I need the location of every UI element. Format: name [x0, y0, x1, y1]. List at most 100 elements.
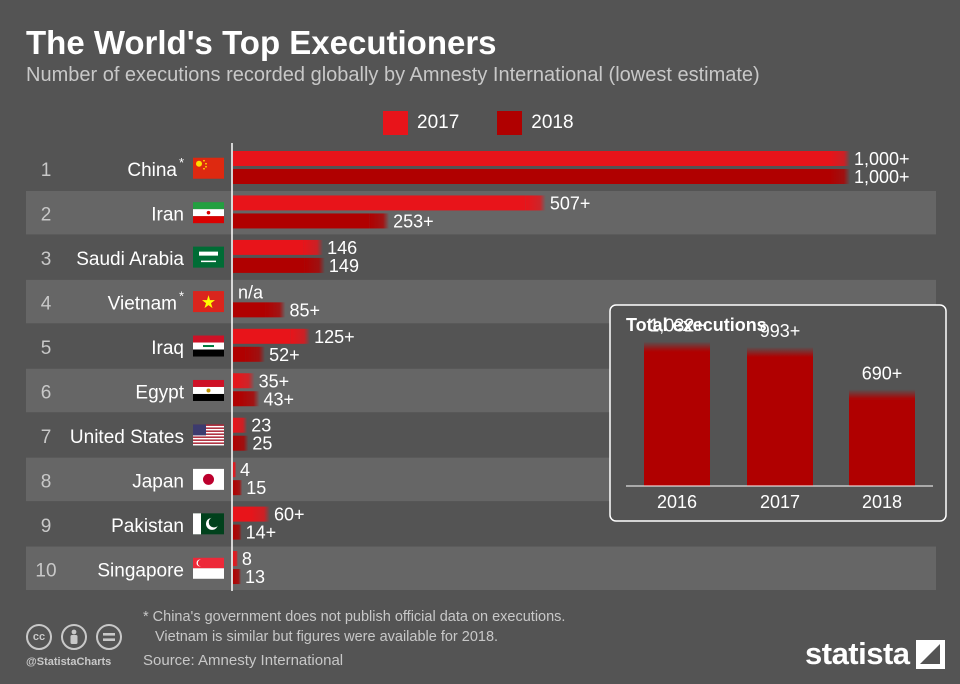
- bar-2017-tip: [830, 151, 850, 166]
- total-year-label: 2018: [862, 492, 902, 512]
- total-bar-top: [747, 346, 813, 357]
- bar-2017: [233, 373, 235, 389]
- china-flag-icon: [193, 157, 224, 179]
- brand-name: statista: [805, 636, 910, 671]
- value-label-2017: 8: [242, 549, 252, 569]
- value-label-2018: 15: [246, 478, 266, 498]
- value-label-2017: 23: [251, 416, 271, 436]
- bar-2018: [233, 302, 266, 318]
- bar-2018: [233, 257, 305, 273]
- country-label: Iraq: [151, 338, 184, 359]
- rank-label: 8: [41, 471, 52, 492]
- bar-2017-tip: [234, 373, 255, 389]
- value-label-2017: 146: [327, 238, 357, 258]
- value-label-2017: n/a: [238, 282, 264, 302]
- country-label: Saudi Arabia: [76, 249, 184, 270]
- saudi-arabia-flag-icon: [193, 246, 224, 268]
- page-subtitle: Number of executions recorded globally b…: [26, 64, 760, 86]
- bar-2018: [233, 169, 830, 184]
- bar-2018: [233, 213, 370, 229]
- total-year-label: 2016: [657, 492, 697, 512]
- bar-2018-tip: [245, 346, 266, 362]
- bar-2018-tip: [233, 569, 242, 585]
- bar-2017: [233, 151, 830, 166]
- bar-2017-tip: [525, 195, 546, 211]
- footnote-line-1: * China's government does not publish of…: [143, 609, 566, 625]
- total-bar: [849, 399, 915, 486]
- bar-2017-tip: [303, 239, 324, 255]
- bar-2018: [233, 391, 240, 407]
- rank-label: 9: [41, 516, 52, 537]
- bar-2018-tip: [233, 524, 242, 540]
- value-label-2018: 14+: [246, 523, 277, 543]
- singapore-flag-icon: [193, 557, 224, 579]
- bar-2017: [233, 328, 291, 344]
- statista-logo: statista: [805, 636, 945, 672]
- total-bar: [644, 351, 710, 486]
- cc-icon: cc: [26, 624, 52, 650]
- country-label: China: [127, 160, 177, 181]
- rank-label: 5: [41, 338, 52, 359]
- bar-2017-tip: [233, 417, 248, 433]
- bar-2017: [233, 195, 526, 211]
- legend-label-2017: 2017: [417, 112, 460, 133]
- license-icons: cc: [26, 624, 122, 650]
- rank-label: 6: [41, 382, 52, 403]
- bar-2018: [233, 346, 246, 362]
- bar-2017-tip: [290, 328, 311, 344]
- bar-2017-tip: [250, 506, 271, 522]
- bar-2018-tip: [233, 480, 243, 496]
- rank-label: 1: [41, 160, 52, 181]
- value-label-2017: 125+: [314, 327, 355, 347]
- bar-2017: [233, 506, 251, 522]
- total-value-label: 993+: [760, 321, 801, 341]
- legend-label-2018: 2018: [531, 112, 574, 133]
- country-label: Singapore: [97, 560, 184, 581]
- legend-swatch-2017: [383, 111, 408, 135]
- rank-label: 4: [41, 294, 52, 315]
- total-bar-top: [644, 341, 710, 352]
- value-label-2018: 149: [329, 256, 359, 276]
- legend-item-2018: 2018: [497, 111, 574, 135]
- rank-label: 10: [35, 560, 56, 581]
- twitter-handle: @StatistaCharts: [26, 656, 112, 668]
- rank-label: 7: [41, 427, 52, 448]
- nd-icon: [96, 624, 122, 650]
- bar-2017-tip: [233, 551, 238, 567]
- value-label-2018: 253+: [393, 211, 434, 231]
- total-bar: [747, 356, 813, 486]
- value-label-2018: 1,000+: [854, 167, 910, 187]
- united-states-flag-icon: [193, 424, 224, 446]
- bar-2018-tip: [304, 257, 325, 273]
- country-label: Vietnam: [108, 294, 177, 315]
- bar-2018-tip: [233, 435, 249, 451]
- bar-2018-tip: [265, 302, 286, 318]
- egypt-flag-icon: [193, 379, 224, 401]
- total-value-label: 690+: [862, 363, 903, 383]
- inset-title: Total executions: [626, 315, 767, 335]
- value-label-2017: 4: [240, 460, 250, 480]
- japan-flag-icon: [193, 468, 224, 490]
- iraq-flag-icon: [193, 335, 224, 357]
- asterisk-mark: *: [179, 155, 184, 170]
- legend-swatch-2018: [497, 111, 523, 135]
- footnote-line-2: Vietnam is similar but figures were avai…: [155, 629, 499, 645]
- page-title: The World's Top Executioners: [26, 24, 497, 61]
- total-year-label: 2017: [760, 492, 800, 512]
- iran-flag-icon: [193, 202, 224, 224]
- total-bar-top: [849, 389, 915, 400]
- value-label-2017: 35+: [259, 371, 290, 391]
- by-icon: [61, 624, 87, 650]
- rank-label: 2: [41, 205, 52, 226]
- total-value-label: 1,032+: [649, 316, 705, 336]
- bar-2017: [233, 239, 304, 255]
- legend: 2017 2018: [383, 111, 612, 135]
- bar-2018-tip: [369, 213, 390, 229]
- rank-label: 3: [41, 249, 52, 270]
- value-label-2018: 85+: [289, 300, 320, 320]
- country-label: Japan: [132, 471, 184, 492]
- vietnam-flag-icon: [193, 291, 224, 313]
- bar-2017-tip: [233, 462, 236, 478]
